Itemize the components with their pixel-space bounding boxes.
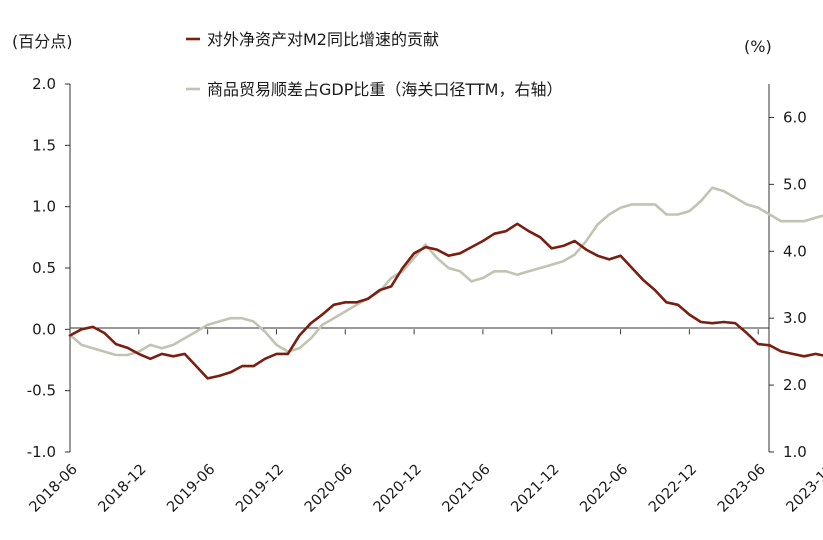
x-tick-label: 2020-12	[371, 462, 425, 516]
x-tick-label: 2018-12	[95, 462, 149, 516]
x-tick-label: 2021-06	[440, 462, 494, 516]
left-tick-label: -0.5	[27, 382, 56, 400]
x-tick-label: 2020-06	[302, 462, 356, 516]
right-tick-label: 2.0	[783, 376, 807, 394]
x-tick-label: 2019-12	[233, 462, 287, 516]
left-tick-label: 2.0	[32, 75, 56, 93]
left-tick-label: -1.0	[27, 443, 56, 461]
left-tick-label: 0.0	[32, 320, 56, 338]
x-tick-label: 2021-12	[508, 462, 562, 516]
left-unit-label: (百分点)	[12, 32, 73, 51]
right-tick-labels: 6.0 5.0 4.0 3.0 2.0 1.0	[769, 108, 807, 461]
right-tick-label: 3.0	[783, 309, 807, 327]
x-tick-label: 2018-06	[27, 462, 81, 516]
left-tick-label: 0.5	[32, 259, 56, 277]
x-tick-label: 2022-12	[646, 462, 700, 516]
legend-label-contribution: 对外净资产对M2同比增速的贡献	[207, 30, 439, 49]
legend: 对外净资产对M2同比增速的贡献 商品贸易顺差占GDP比重（海关口径TTM，右轴）	[186, 30, 562, 99]
x-tick-label: 2023-06	[715, 462, 769, 516]
right-tick-label: 6.0	[783, 108, 807, 126]
legend-label-trade-surplus: 商品贸易顺差占GDP比重（海关口径TTM，右轴）	[207, 80, 562, 99]
x-tick-label: 2022-06	[577, 462, 631, 516]
left-tick-label: 1.0	[32, 198, 56, 216]
legend-item-contribution: 对外净资产对M2同比增速的贡献	[186, 30, 439, 49]
x-tick-label: 2019-06	[164, 462, 218, 516]
left-tick-label: 1.5	[32, 136, 56, 154]
right-unit-label: (%)	[744, 37, 772, 56]
right-tick-label: 5.0	[783, 175, 807, 193]
series-line-contribution	[68, 222, 823, 380]
right-tick-label: 4.0	[783, 242, 807, 260]
left-tick-labels: 2.0 1.5 1.0 0.5 0.0 -0.5 -1.0	[27, 75, 70, 461]
series-layer	[68, 186, 823, 380]
series-line-trade-surplus	[68, 186, 823, 357]
legend-item-trade-surplus: 商品贸易顺差占GDP比重（海关口径TTM，右轴）	[186, 80, 562, 99]
right-tick-label: 1.0	[783, 443, 807, 461]
x-tick-label: 2023-12	[784, 462, 823, 516]
